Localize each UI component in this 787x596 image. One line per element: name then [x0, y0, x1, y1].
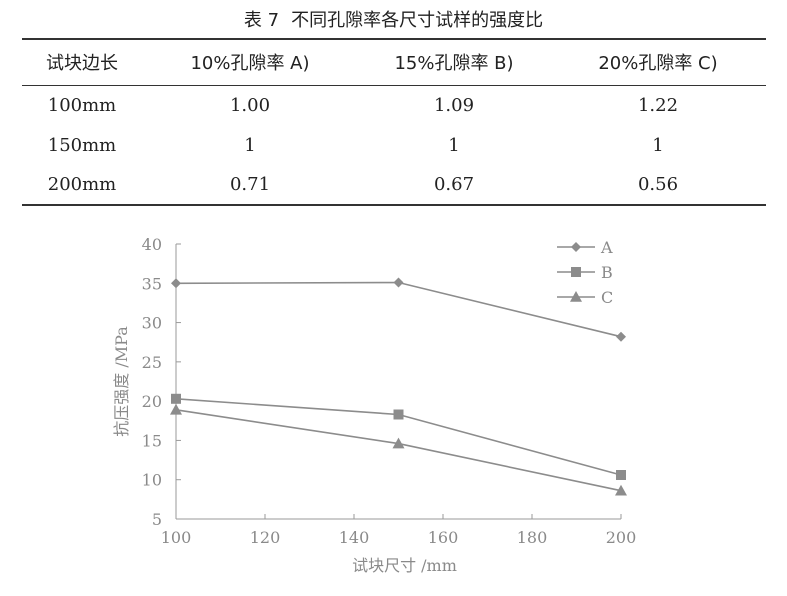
strength-ratio-table: 试块边长 10%孔隙率 A) 15%孔隙率 B) 20%孔隙率 C) 100mm… [22, 38, 766, 206]
table-row: 200mm 0.71 0.67 0.56 [22, 165, 766, 206]
y-tick-label: 30 [142, 314, 162, 333]
x-tick-label: 180 [517, 528, 548, 547]
y-axis-title: 抗压强度 /MPa [112, 326, 131, 437]
chart-series [170, 277, 627, 496]
x-tick-label: 200 [606, 528, 637, 547]
data-point-b [616, 470, 626, 480]
y-tick-label: 15 [142, 431, 162, 450]
chart-axes: 5 10 15 20 25 30 35 40 100 120 140 160 180 200 [142, 235, 637, 547]
data-point-b [171, 393, 181, 404]
legend-marker-b [571, 267, 581, 277]
table-cell: 1.22 [637, 94, 679, 116]
table-cell: 0.56 [550, 165, 766, 206]
data-point-c [615, 484, 627, 496]
header-porosity-b: 15%孔隙率 B) [358, 38, 550, 86]
y-tick-label: 35 [142, 274, 162, 293]
x-tick-label: 160 [428, 528, 459, 547]
header-porosity-a: 10%孔隙率 A) [142, 38, 358, 86]
table-caption-number: 表 7 [243, 10, 280, 31]
data-point-a [171, 278, 181, 289]
table-caption-text: 不同孔隙率各尺寸试样的强度比 [291, 10, 544, 31]
series-line-c [175, 408, 622, 492]
data-point-a [393, 277, 404, 288]
data-point-b [393, 409, 404, 420]
series-line-a [175, 281, 622, 338]
x-tick-label: 100 [161, 528, 192, 547]
table-cell: 1 [244, 134, 256, 156]
legend-marker-c [570, 291, 582, 302]
y-tick-label: 25 [142, 353, 162, 372]
table-cell: 150mm [47, 134, 117, 156]
table-caption: 表 7 不同孔隙率各尺寸试样的强度比 [0, 6, 787, 32]
legend-label-a: A [600, 238, 613, 257]
chart-legend: ABC [557, 238, 613, 307]
legend-label-c: C [601, 288, 613, 307]
data-point-c [392, 437, 405, 449]
data-point-c [170, 403, 182, 415]
table-cell: 200mm [22, 165, 142, 206]
table-cell: 1.09 [433, 94, 475, 116]
table-cell: 1.00 [229, 94, 271, 116]
legend-marker-a [571, 242, 581, 252]
table-cell: 0.67 [358, 165, 550, 206]
table-row: 100mm 1.00 1.09 1.22 [22, 85, 766, 125]
legend-label-b: B [601, 263, 613, 282]
x-axis-title: 试块尺寸 /mm [352, 556, 457, 575]
table-row: 150mm 1 1 1 [22, 125, 766, 165]
table-cell: 1 [652, 134, 664, 156]
table-cell: 100mm [47, 94, 117, 116]
header-porosity-c: 20%孔隙率 C) [550, 38, 766, 86]
x-tick-label: 120 [250, 528, 281, 547]
y-tick-label: 10 [142, 471, 162, 490]
strength-line-chart: 5 10 15 20 25 30 35 40 100 120 140 160 180 200 ABC 抗压… [112, 235, 637, 575]
table-cell: 0.71 [142, 165, 358, 206]
table-cell: 1 [448, 134, 460, 156]
table-header-row: 试块边长 10%孔隙率 A) 15%孔隙率 B) 20%孔隙率 C) [22, 38, 766, 86]
data-point-a [616, 331, 626, 342]
header-specimen-side: 试块边长 [22, 38, 142, 86]
y-tick-label: 40 [142, 235, 162, 254]
y-tick-label: 20 [142, 392, 162, 411]
y-tick-label: 5 [152, 510, 162, 529]
x-tick-label: 140 [339, 528, 370, 547]
